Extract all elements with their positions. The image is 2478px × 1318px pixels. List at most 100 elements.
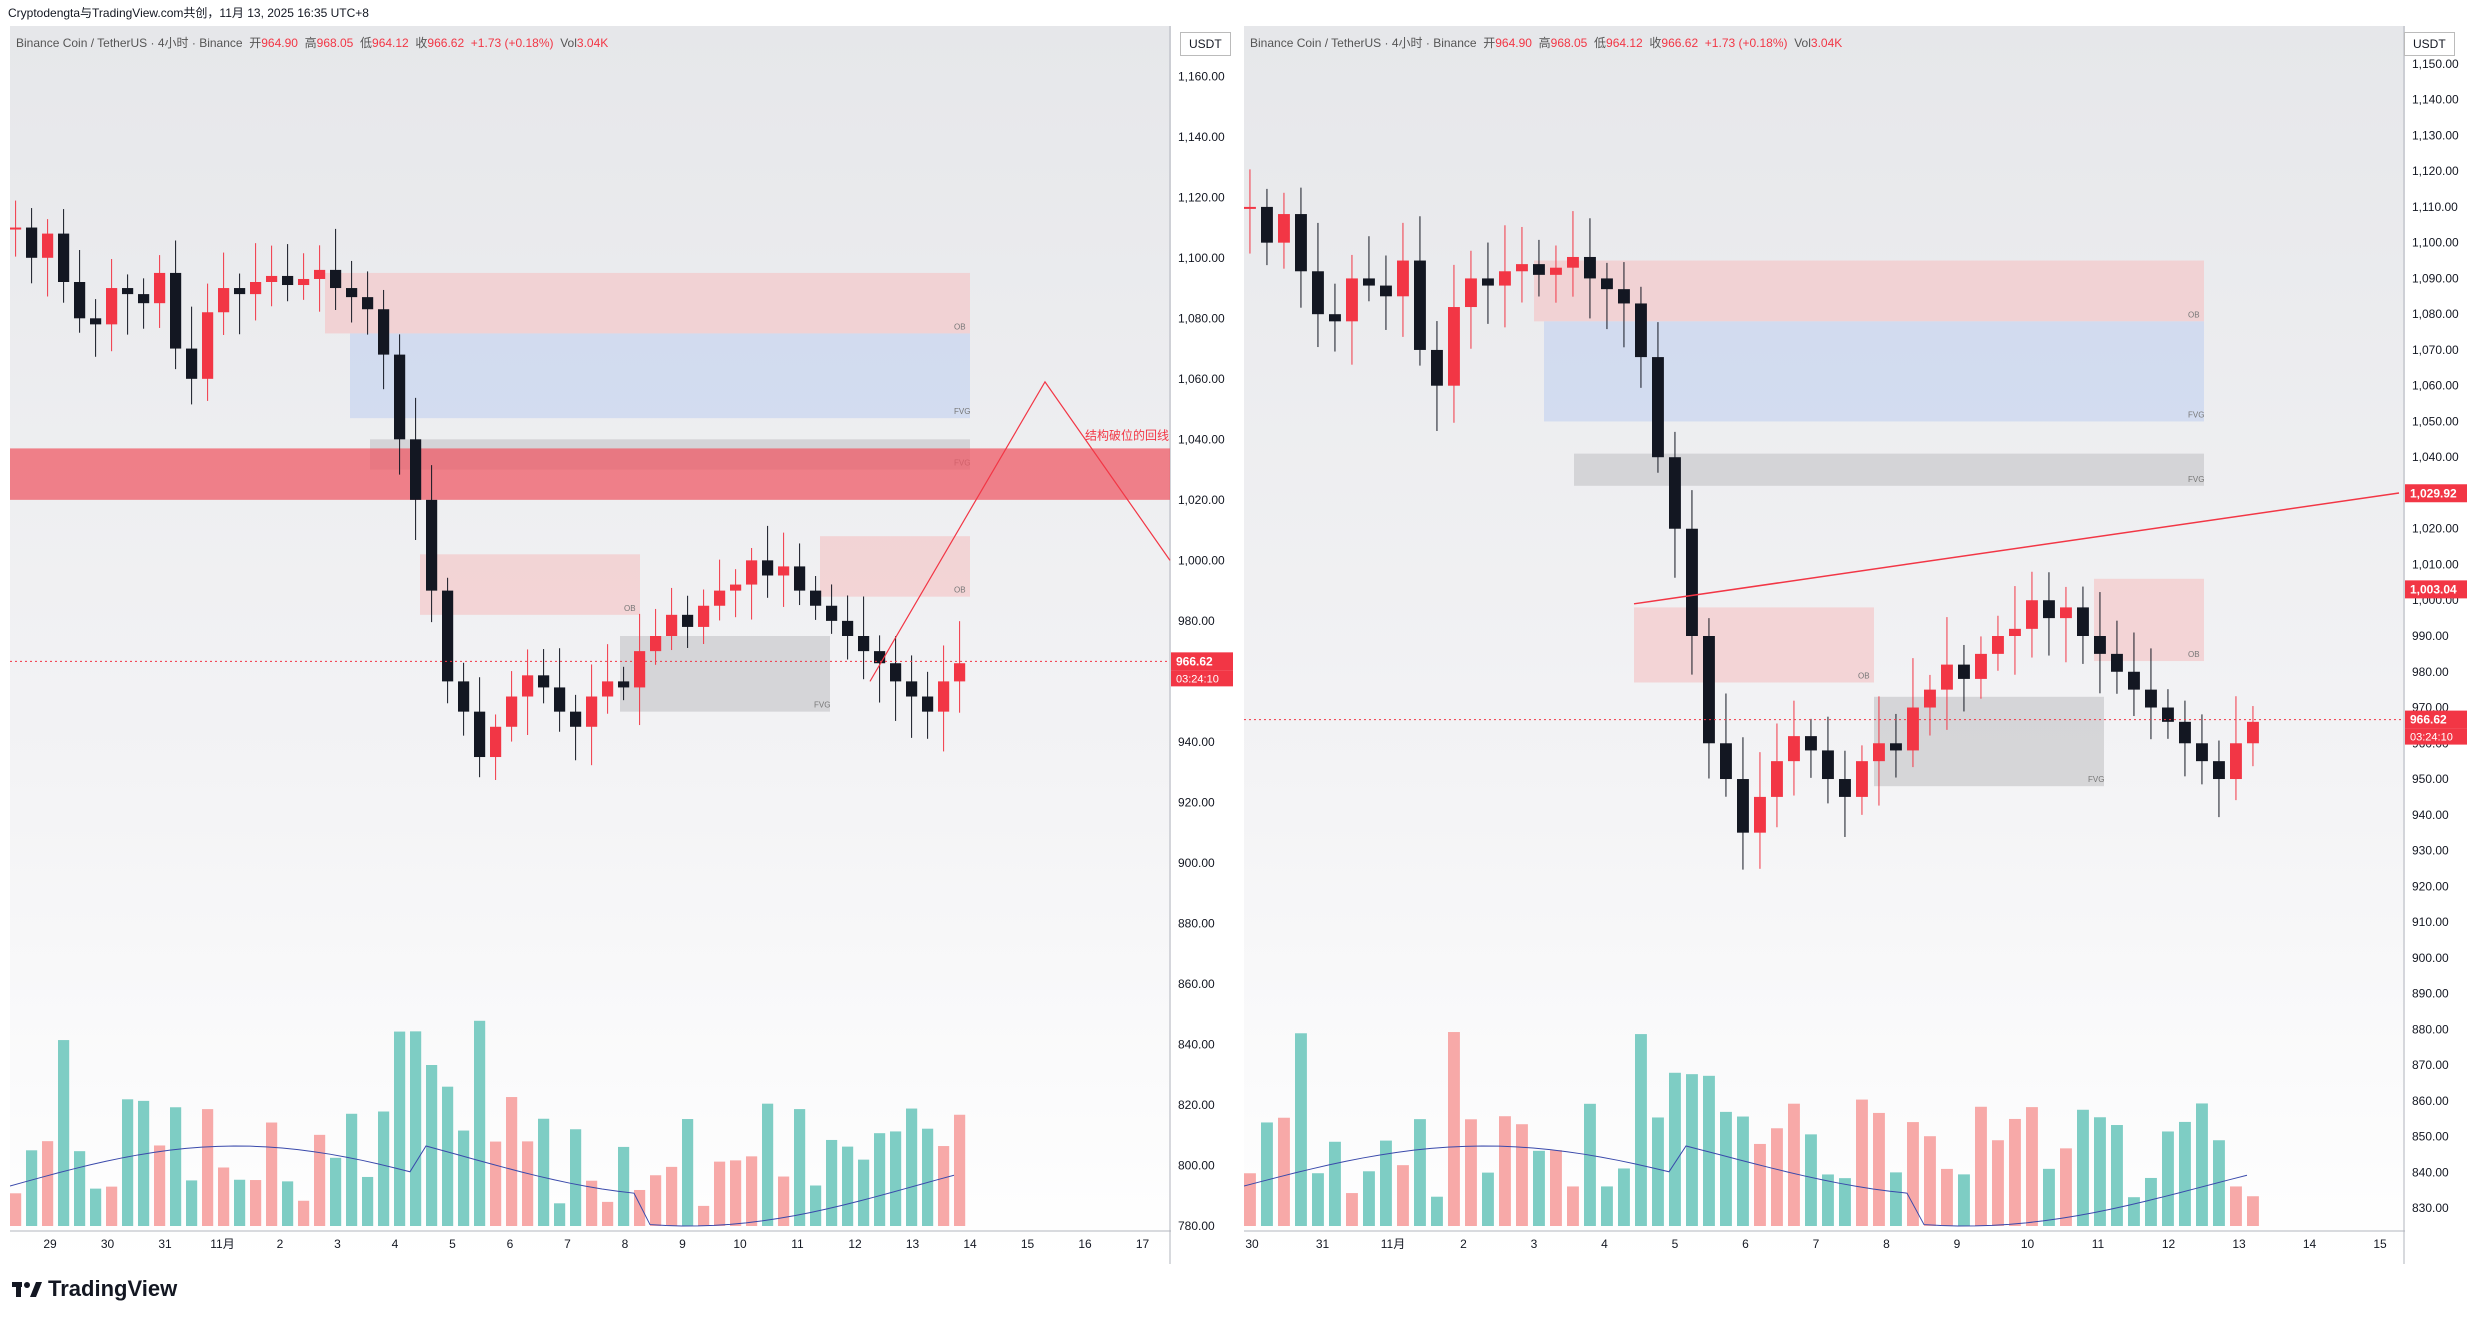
currency-label-right[interactable]: USDT: [2404, 32, 2455, 56]
volume-bar: [2077, 1109, 2089, 1226]
x-tick-label: 7: [1813, 1237, 1820, 1251]
y-tick-label: 1,000.00: [1178, 553, 1225, 567]
candle-body: [874, 651, 886, 664]
low-value: 964.12: [1606, 36, 1643, 50]
volume-bar: [442, 1086, 454, 1226]
volume-bar: [474, 1020, 486, 1226]
price-label: 1,029.92: [2410, 486, 2457, 500]
volume-bar: [1363, 1171, 1375, 1226]
candle-body: [1771, 761, 1783, 797]
candle-body: [634, 651, 646, 688]
y-tick-label: 920.00: [2412, 879, 2449, 893]
tradingview-logo[interactable]: TradingView: [12, 1276, 177, 1302]
candle-body: [1431, 349, 1443, 386]
watermark-header: Cryptodengta与TradingView.com共创，11月 13, 2…: [0, 0, 2478, 26]
x-tick-label: 9: [679, 1237, 686, 1251]
x-tick-label: 17: [1136, 1237, 1150, 1251]
volume-bar: [218, 1167, 230, 1226]
x-tick-label: 5: [1672, 1237, 1679, 1251]
chart-canvas-right[interactable]: 1,150.00 1,140.00 1,130.00 1,120.00 1,110.00…: [1244, 26, 2470, 1264]
volume-bar: [1414, 1119, 1426, 1226]
candle-body: [682, 614, 694, 627]
volume-bar: [2094, 1117, 2106, 1226]
volume-bar: [2009, 1118, 2021, 1226]
y-tick-label: 780.00: [1178, 1219, 1215, 1233]
candle-body: [1805, 736, 1817, 751]
volume-bar: [58, 1040, 70, 1226]
y-tick-label: 1,150.00: [2412, 57, 2459, 71]
candle-body: [922, 696, 934, 712]
candle-body: [1822, 750, 1834, 780]
volume-bar: [362, 1176, 374, 1226]
candle-body: [1329, 314, 1341, 322]
y-tick-label: 1,080.00: [2412, 307, 2459, 321]
candle-body: [1924, 689, 1936, 708]
volume-bar: [26, 1150, 38, 1226]
footer-bar: TradingView: [0, 1264, 2478, 1318]
candle-body: [714, 590, 726, 606]
candle-body: [298, 278, 310, 286]
candle-body: [170, 272, 182, 349]
chart-pane-right[interactable]: Binance Coin / TetherUS · 4小时 · Binance …: [1244, 26, 2470, 1264]
candle-body: [1907, 707, 1919, 751]
volume-bar: [410, 1031, 422, 1226]
candle-body: [538, 675, 550, 688]
y-tick-label: 1,110.00: [2412, 200, 2458, 214]
chart-canvas-left[interactable]: 1,160.00 1,140.00 1,120.00 1,100.00 1,080.00…: [10, 26, 1236, 1264]
volume-bar: [2145, 1177, 2157, 1226]
x-tick-label: 4: [392, 1237, 399, 1251]
currency-label-left[interactable]: USDT: [1180, 32, 1231, 56]
volume-bar: [826, 1139, 838, 1226]
candle-body: [122, 288, 134, 295]
volume-bar: [810, 1185, 822, 1226]
fvg-zone: [350, 333, 970, 419]
candle-body: [1533, 264, 1545, 275]
volume-bar: [1856, 1099, 1868, 1226]
y-tick-label: 1,100.00: [1178, 251, 1225, 265]
volume-bar: [1941, 1168, 1953, 1226]
volume-bar: [1652, 1117, 1664, 1226]
trend-line: [1633, 492, 2400, 605]
candle-body: [2162, 707, 2174, 722]
close-value: 966.62: [427, 36, 465, 50]
candle-body: [1839, 779, 1851, 797]
volume-bar: [1703, 1075, 1715, 1226]
candle-body: [74, 282, 86, 319]
volume-bar: [298, 1200, 310, 1226]
zone-label: OB: [2188, 650, 2200, 659]
chart-pane-left[interactable]: Binance Coin / TetherUS · 4小时 · Binance …: [10, 26, 1236, 1264]
volume-bar: [1295, 1033, 1307, 1226]
candle-body: [250, 282, 262, 295]
candle-body: [698, 605, 710, 627]
y-tick-label: 1,020.00: [2412, 522, 2459, 536]
countdown-box: [2405, 728, 2467, 745]
candle-body: [1720, 743, 1732, 780]
volume-bar: [1380, 1140, 1392, 1226]
volume-bar: [1805, 1134, 1817, 1226]
y-tick-label: 1,100.00: [2412, 236, 2459, 250]
candle-body: [938, 681, 950, 712]
candle-body: [362, 297, 374, 310]
volume-bar: [250, 1180, 262, 1226]
projection-path: [869, 380, 1171, 682]
candle-body: [1346, 278, 1358, 322]
candle-body: [1601, 278, 1613, 290]
candle-body: [1516, 264, 1528, 272]
x-tick-label: 11: [2092, 1237, 2105, 1251]
y-tick-label: 880.00: [2412, 1022, 2449, 1036]
y-tick-label: 1,040.00: [1178, 432, 1225, 446]
candle-body: [138, 294, 150, 304]
candle-body: [2026, 600, 2038, 629]
candle-body: [26, 227, 38, 258]
open-label: 开: [1483, 36, 1496, 50]
candle-body: [810, 590, 822, 606]
zone-label: FVG: [954, 407, 970, 416]
volume-bar: [2247, 1196, 2259, 1226]
y-tick-label: 850.00: [2412, 1130, 2449, 1144]
candle-body: [378, 309, 390, 355]
volume-bar: [1431, 1196, 1443, 1226]
tradingview-icon: [12, 1282, 42, 1297]
candle-body: [954, 663, 966, 682]
candle-body: [410, 439, 422, 500]
volume-bar: [2230, 1186, 2242, 1226]
